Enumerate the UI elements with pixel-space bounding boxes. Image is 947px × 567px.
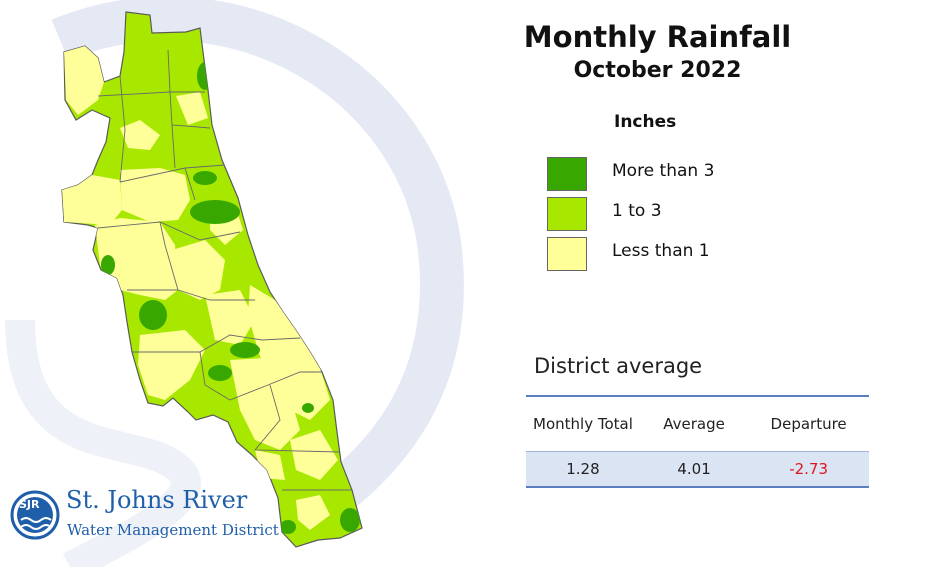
legend-heading: Inches [614, 112, 677, 132]
logo-name: St. Johns River [66, 486, 248, 514]
legend-label: More than 3 [612, 161, 715, 181]
average-value: 4.01 [639, 451, 749, 488]
legend-swatch [547, 237, 587, 271]
legend-label: 1 to 3 [612, 201, 662, 221]
legend-label: Less than 1 [612, 241, 710, 261]
departure-value: -2.73 [748, 451, 869, 488]
logo-mark-label: SJR [19, 498, 40, 511]
map-subtitle: October 2022 [573, 58, 742, 83]
table-header-row: Monthly Total Average Departure [526, 395, 869, 452]
legend-swatch [547, 197, 587, 231]
legend-swatch [547, 157, 587, 191]
district-average-heading: District average [534, 354, 703, 378]
district-average-table: Monthly Total Average Departure 1.28 4.0… [526, 395, 869, 488]
logo-subtitle: Water Management District [67, 521, 279, 539]
monthly-total-value: 1.28 [526, 451, 640, 488]
table-row: 1.28 4.01 -2.73 [526, 451, 869, 488]
logo-mark-icon [10, 490, 60, 540]
district-map [61, 11, 363, 548]
map-title: Monthly Rainfall [523, 20, 792, 54]
county-boundaries [97, 49, 352, 491]
rainfall-less-than-1-areas [62, 46, 338, 530]
background-swirl [5, 0, 464, 567]
column-header-monthly-total: Monthly Total [526, 395, 640, 452]
column-header-average: Average [639, 395, 749, 452]
column-header-departure: Departure [748, 395, 869, 452]
